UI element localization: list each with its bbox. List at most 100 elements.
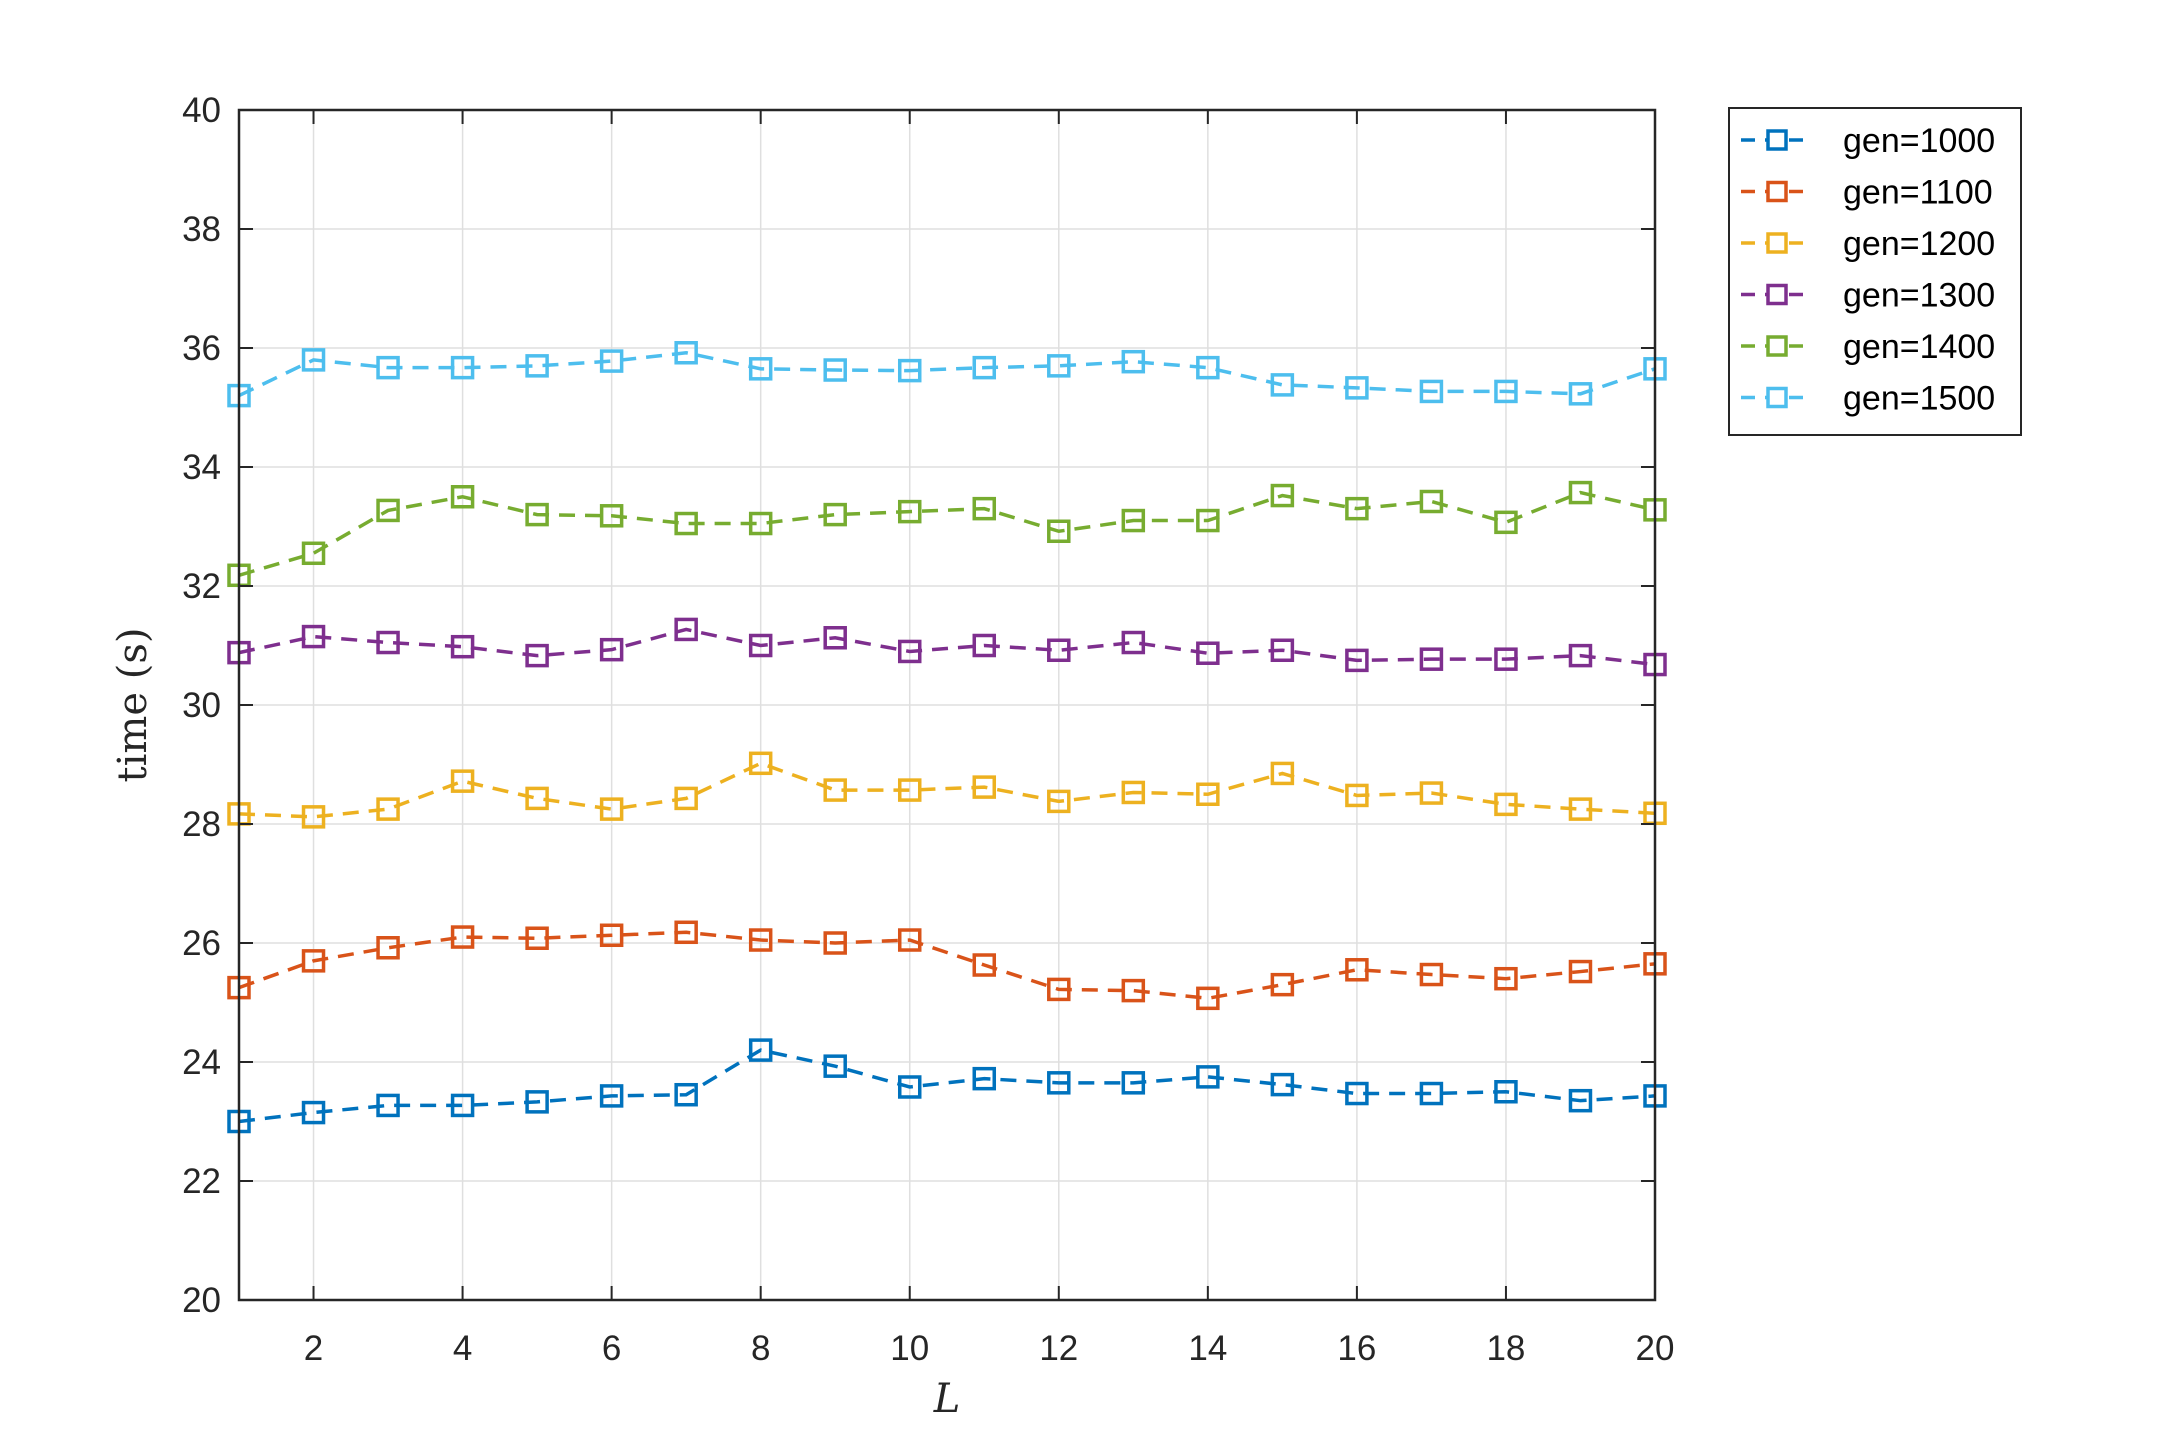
data-point-marker bbox=[972, 1066, 997, 1091]
legend-item: gen=1200 bbox=[1741, 225, 1995, 263]
data-point-marker bbox=[1047, 977, 1071, 1002]
data-point-marker bbox=[748, 511, 773, 536]
data-point-marker bbox=[674, 1082, 698, 1107]
data-point-marker bbox=[599, 923, 624, 948]
y-tick-label: 22 bbox=[182, 1162, 221, 1201]
data-point-marker bbox=[376, 797, 400, 821]
legend-marker-sample bbox=[1766, 283, 1788, 306]
data-point-marker bbox=[1196, 782, 1220, 806]
data-point-marker bbox=[1494, 792, 1518, 817]
data-point-marker bbox=[674, 511, 698, 536]
data-point-marker bbox=[897, 639, 922, 664]
series-gen=1400 bbox=[227, 480, 1667, 588]
data-point-marker bbox=[376, 630, 400, 655]
series-line bbox=[238, 490, 1656, 577]
legend-item: gen=1500 bbox=[1741, 380, 1995, 418]
legend-item: gen=1000 bbox=[1741, 122, 1995, 160]
data-point-marker bbox=[450, 485, 475, 509]
data-point-marker bbox=[301, 805, 326, 829]
data-point-marker bbox=[1419, 647, 1444, 671]
data-point-marker bbox=[376, 936, 400, 960]
data-point-marker bbox=[674, 341, 698, 365]
data-point-marker bbox=[450, 634, 475, 659]
data-point-marker bbox=[1196, 641, 1220, 665]
data-point-marker bbox=[1047, 354, 1071, 378]
data-point-marker bbox=[748, 1038, 773, 1062]
data-point-marker bbox=[823, 931, 847, 955]
data-point-marker bbox=[599, 349, 624, 373]
data-point-marker bbox=[599, 797, 624, 821]
data-point-marker bbox=[1494, 647, 1518, 671]
data-point-marker bbox=[1345, 376, 1369, 400]
data-point-marker bbox=[748, 633, 773, 658]
data-point-marker bbox=[1121, 349, 1146, 374]
data-point-marker bbox=[823, 1054, 847, 1078]
data-point-marker bbox=[1568, 643, 1593, 668]
data-point-marker bbox=[1345, 648, 1369, 673]
x-tick-label: 4 bbox=[453, 1329, 472, 1368]
x-tick-label: 6 bbox=[602, 1329, 621, 1368]
legend-label: gen=1500 bbox=[1843, 380, 1995, 418]
y-tick-label: 28 bbox=[182, 805, 221, 844]
data-point-marker bbox=[823, 626, 847, 650]
data-point-marker bbox=[972, 775, 997, 799]
data-point-marker bbox=[1121, 978, 1146, 1003]
legend-marker-sample bbox=[1766, 129, 1788, 151]
x-tick-label: 16 bbox=[1337, 1329, 1376, 1368]
data-point-marker bbox=[1196, 986, 1220, 1011]
data-point-marker bbox=[1419, 489, 1444, 514]
data-point-marker bbox=[972, 633, 997, 658]
series-line bbox=[238, 627, 1656, 667]
data-point-marker bbox=[1345, 783, 1369, 808]
series-gen=1100 bbox=[227, 920, 1667, 1011]
data-point-marker bbox=[301, 624, 326, 649]
data-point-marker bbox=[1047, 638, 1071, 663]
legend-marker-sample bbox=[1766, 180, 1788, 203]
data-point-marker bbox=[972, 496, 997, 521]
legend: gen=1000 gen=1100 gen=1200 gen=1300 gen=1400… bbox=[1728, 107, 2022, 436]
data-point-marker bbox=[525, 502, 549, 527]
y-tick-label: 26 bbox=[182, 924, 221, 963]
data-point-marker bbox=[1345, 958, 1369, 982]
data-point-marker bbox=[674, 786, 698, 811]
y-tick-label: 34 bbox=[182, 448, 221, 487]
legend-label: gen=1200 bbox=[1843, 225, 1995, 263]
data-point-marker bbox=[748, 928, 773, 952]
data-point-marker bbox=[897, 778, 922, 802]
data-point-marker bbox=[897, 499, 922, 524]
data-point-marker bbox=[450, 769, 475, 793]
data-point-marker bbox=[1270, 638, 1295, 663]
data-point-marker bbox=[1419, 781, 1444, 805]
data-point-marker bbox=[1494, 966, 1518, 991]
y-tick-label: 32 bbox=[182, 567, 221, 606]
legend-label: gen=1000 bbox=[1843, 122, 1995, 160]
legend-label: gen=1100 bbox=[1843, 174, 1993, 212]
data-point-marker bbox=[1270, 761, 1295, 786]
legend-marker-sample bbox=[1766, 335, 1788, 357]
legend-box bbox=[1728, 107, 2022, 436]
x-tick-label: 14 bbox=[1188, 1329, 1227, 1368]
data-point-marker bbox=[1568, 480, 1593, 505]
data-point-marker bbox=[450, 355, 475, 380]
data-point-marker bbox=[301, 1100, 326, 1125]
series-line bbox=[238, 761, 1656, 819]
data-point-marker bbox=[1494, 510, 1518, 535]
data-point-marker bbox=[1196, 1065, 1220, 1089]
legend-item: gen=1400 bbox=[1741, 328, 1995, 366]
legend-label: gen=1400 bbox=[1843, 328, 1995, 366]
data-point-marker bbox=[823, 778, 847, 802]
series-line bbox=[238, 350, 1656, 398]
x-tick-label: 20 bbox=[1636, 1329, 1675, 1368]
data-point-marker bbox=[376, 355, 400, 380]
data-point-marker bbox=[748, 357, 773, 381]
x-tick-label: 12 bbox=[1039, 1329, 1078, 1368]
data-point-marker bbox=[1121, 780, 1146, 805]
y-tick-label: 36 bbox=[182, 329, 221, 368]
data-point-marker bbox=[1568, 382, 1593, 406]
data-point-marker bbox=[1121, 630, 1146, 655]
y-tick-label: 24 bbox=[182, 1043, 221, 1082]
data-point-marker bbox=[897, 1075, 922, 1099]
data-point-marker bbox=[301, 949, 326, 973]
data-point-marker bbox=[1419, 379, 1444, 404]
